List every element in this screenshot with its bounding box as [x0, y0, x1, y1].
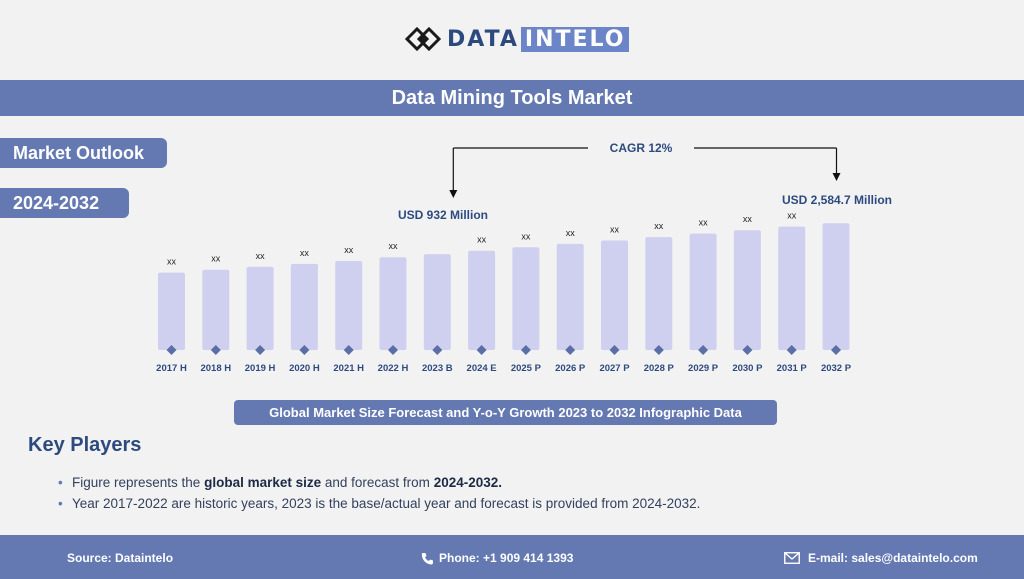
- phone-text: Phone: +1 909 414 1393: [439, 551, 574, 565]
- data-label: xx: [256, 251, 266, 261]
- start-value-callout: USD 932 Million: [398, 208, 488, 222]
- bar: [778, 226, 806, 350]
- forecast-years-tag: 2024-2032: [0, 188, 129, 218]
- bar: [423, 254, 451, 350]
- tick-label: 2032 P: [821, 363, 852, 374]
- brand-logo: DATA INTELO: [405, 26, 630, 52]
- bar: [733, 230, 761, 350]
- tick-label: 2031 P: [777, 363, 808, 374]
- bar-marker: [831, 345, 841, 355]
- data-label: xx: [477, 235, 487, 245]
- arrow-head-left: [449, 190, 458, 198]
- tick-label: 2024 E: [467, 363, 497, 374]
- tick-label: 2028 P: [644, 363, 675, 374]
- data-label: xx: [521, 231, 531, 241]
- tick-label: 2019 H: [245, 363, 276, 374]
- bar: [512, 247, 540, 350]
- bar: [246, 266, 274, 350]
- bar-marker: [388, 345, 398, 355]
- bar-marker: [166, 345, 177, 355]
- data-label: xx: [344, 245, 354, 255]
- bar-marker: [786, 345, 797, 355]
- data-label: xx: [167, 257, 177, 267]
- bar-marker: [210, 345, 221, 355]
- note-text: and forecast from: [321, 475, 434, 490]
- bar-marker: [432, 345, 443, 355]
- email-contact[interactable]: E-mail: sales@dataintelo.com: [784, 551, 978, 565]
- bar-marker: [698, 345, 709, 355]
- bar: [290, 263, 318, 350]
- bar: [335, 260, 363, 350]
- bar-marker: [343, 345, 354, 355]
- bar-chart: xx 2017 H xx 2018 H xx 2019 H xx 2020 H xx 2021 H…: [156, 141, 892, 374]
- footer: Source: Dataintelo Phone: +1 909 414 139…: [0, 535, 1024, 579]
- bar-marker: [476, 345, 487, 355]
- tick-label: 2020 H: [289, 363, 320, 374]
- chart-subtitle: Global Market Size Forecast and Y-o-Y Gr…: [234, 400, 777, 425]
- mail-icon: [784, 552, 800, 564]
- bar-marker: [742, 345, 753, 355]
- data-label: xx: [211, 254, 221, 264]
- data-label: xx: [566, 228, 576, 238]
- bar: [601, 240, 628, 350]
- bar: [468, 250, 496, 350]
- note-text: Figure represents the: [72, 475, 205, 490]
- data-label: xx: [610, 224, 620, 234]
- bar: [822, 223, 850, 350]
- data-label: xx: [743, 214, 753, 224]
- tick-label: 2029 P: [688, 363, 719, 374]
- phone-contact[interactable]: Phone: +1 909 414 1393: [421, 551, 573, 565]
- end-value-callout: USD 2,584.7 Million: [782, 193, 892, 207]
- tick-label: 2025 P: [511, 363, 542, 374]
- bar-marker: [255, 345, 266, 355]
- bar-marker: [609, 345, 620, 355]
- bar-marker: [565, 345, 576, 355]
- data-label: xx: [389, 241, 399, 251]
- data-label: xx: [654, 221, 664, 231]
- arrow-head-right: [832, 173, 841, 181]
- tick-label: 2018 H: [200, 363, 231, 374]
- phone-icon: [421, 552, 433, 564]
- email-text: E-mail: sales@dataintelo.com: [808, 551, 978, 565]
- title-bar: Data Mining Tools Market: [0, 80, 1024, 116]
- tick-label: 2021 H: [333, 363, 364, 374]
- data-label: xx: [699, 218, 709, 228]
- note-item: Figure represents the global market size…: [58, 472, 700, 493]
- tick-label: 2026 P: [555, 363, 586, 374]
- cagr-label: CAGR 12%: [610, 141, 673, 155]
- tick-label: 2022 H: [378, 363, 409, 374]
- bar-marker: [653, 345, 664, 355]
- logo-text-data: DATA: [447, 26, 519, 52]
- data-label: xx: [787, 211, 797, 221]
- tick-label: 2030 P: [732, 363, 763, 374]
- source-text: Source: Dataintelo: [67, 551, 174, 565]
- bar: [379, 257, 407, 350]
- note-bold: global market size: [204, 475, 322, 490]
- note-bold: 2024-2032.: [433, 475, 502, 490]
- market-outlook-tag: Market Outlook: [0, 138, 167, 168]
- notes-list: Figure represents the global market size…: [58, 472, 700, 514]
- page-title: Data Mining Tools Market: [391, 86, 633, 109]
- tick-label: 2017 H: [156, 363, 187, 374]
- bar: [645, 237, 673, 350]
- bar-marker: [520, 345, 531, 355]
- bar: [158, 272, 185, 350]
- bar: [556, 243, 584, 350]
- tick-label: 2027 P: [599, 363, 630, 374]
- bar-marker: [299, 345, 310, 355]
- data-label: xx: [300, 248, 310, 258]
- bar: [689, 233, 717, 350]
- tick-label: 2023 B: [422, 363, 453, 374]
- note-item: Year 2017-2022 are historic years, 2023 …: [58, 493, 700, 514]
- bar: [202, 269, 230, 350]
- logo-text-intelo: INTELO: [520, 26, 630, 52]
- logo-icon: [405, 26, 442, 52]
- key-players-heading: Key Players: [28, 434, 142, 456]
